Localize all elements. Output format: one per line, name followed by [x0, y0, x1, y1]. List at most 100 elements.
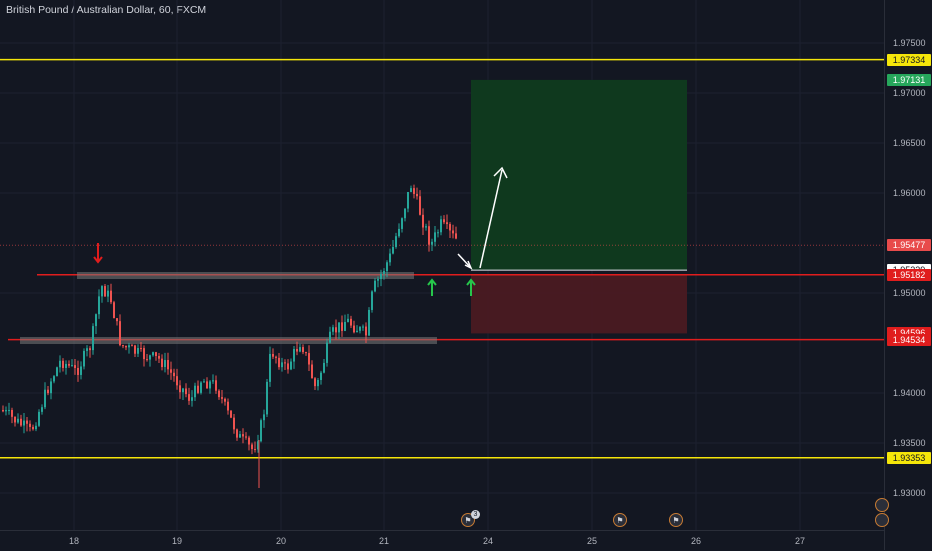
candle-body: [248, 437, 250, 445]
candle-body: [167, 360, 169, 370]
price-axis[interactable]: 1.97500 1.97000 1.96500 1.96000 1.95000 1.940…: [875, 0, 932, 550]
candle-body: [32, 426, 34, 430]
candle-body: [95, 314, 97, 327]
candle-body: [335, 327, 337, 333]
candle-body: [284, 362, 286, 364]
price-tick-label: 1.95000: [893, 288, 926, 298]
time-tick-label: 24: [482, 536, 494, 546]
candle-body: [182, 388, 184, 393]
candle-body: [314, 378, 316, 387]
chart-area[interactable]: British Pound / Australian Dollar, 60, F…: [0, 0, 884, 530]
candle-body: [194, 385, 196, 398]
profit-target-zone: [471, 79, 687, 271]
candle-body: [257, 441, 259, 450]
candle-body: [122, 345, 124, 347]
price-badge: 1.95182: [887, 268, 931, 281]
candle-body: [98, 296, 100, 315]
chart-title: British Pound / Australian Dollar, 60, F…: [6, 4, 207, 16]
candle-body: [347, 318, 349, 322]
candle-body: [359, 326, 361, 331]
candle-body: [440, 219, 442, 233]
time-tick-label: 26: [690, 536, 702, 546]
resistance-band: [77, 272, 414, 279]
candle-body: [50, 381, 52, 394]
candle-body: [452, 230, 454, 234]
event-count-badge: 3: [471, 510, 480, 519]
candle-body: [113, 302, 115, 319]
candle-body: [11, 409, 13, 417]
candle-body: [302, 347, 304, 353]
price-tick-label: 1.94000: [893, 388, 926, 398]
candle-body: [428, 226, 430, 245]
candle-body: [299, 347, 301, 352]
down-arrow-icon-head: [93, 256, 103, 264]
economic-event-icon[interactable]: [875, 513, 889, 527]
candle-body: [137, 348, 139, 354]
time-tick-label: 27: [794, 536, 806, 546]
candle-body: [215, 380, 217, 391]
price-tick-label: 1.93000: [893, 488, 926, 498]
candle-body: [191, 397, 193, 401]
candle-body: [323, 362, 325, 373]
candle-body: [239, 434, 241, 438]
time-tick-label: 21: [378, 536, 390, 546]
economic-event-flag-icon[interactable]: ⚑: [613, 513, 627, 527]
candle-body: [311, 364, 313, 379]
candle-body: [170, 369, 172, 373]
candle-body: [86, 348, 88, 351]
candle-body: [143, 348, 145, 360]
candle-body: [416, 193, 418, 197]
price-tick-label: 1.97000: [893, 88, 926, 98]
candle-body: [2, 410, 4, 412]
candle-body: [44, 389, 46, 408]
price-chart[interactable]: [0, 0, 884, 530]
time-tick-label: 19: [171, 536, 183, 546]
support-band: [20, 337, 437, 344]
candle-body: [260, 420, 262, 442]
candle-body: [146, 359, 148, 361]
candle-body: [125, 345, 127, 348]
candle-body: [227, 401, 229, 411]
candle-body: [410, 188, 412, 192]
candle-body: [134, 345, 136, 354]
up-arrow-icon-head: [427, 278, 437, 286]
price-badge: 1.94534: [887, 333, 931, 346]
candle-body: [140, 348, 142, 350]
candle-body: [338, 322, 340, 333]
candle-body: [107, 290, 109, 297]
candle-body: [242, 434, 244, 437]
candle-body: [14, 416, 16, 423]
candle-body: [236, 429, 238, 438]
price-tick-label: 1.96000: [893, 188, 926, 198]
price-badge: 1.97334: [887, 53, 931, 66]
candle-body: [368, 309, 370, 336]
candle-body: [203, 381, 205, 383]
time-axis[interactable]: 18 19 20 21 24 25 26 27: [0, 530, 884, 551]
candle-body: [29, 423, 31, 427]
candle-body: [371, 291, 373, 310]
candle-body: [398, 228, 400, 237]
candle-body: [158, 356, 160, 359]
economic-event-icon[interactable]: [875, 498, 889, 512]
candle-body: [350, 318, 352, 326]
candle-body: [104, 286, 106, 297]
candle-body: [155, 352, 157, 357]
candle-body: [386, 262, 388, 272]
candle-body: [38, 411, 40, 426]
economic-event-flag-icon[interactable]: ⚑: [669, 513, 683, 527]
candle-body: [446, 222, 448, 225]
candle-body: [278, 357, 280, 368]
candle-body: [116, 318, 118, 322]
candle-body: [71, 365, 73, 367]
candle-body: [23, 420, 25, 426]
candle-body: [254, 449, 256, 451]
candle-body: [83, 350, 85, 367]
candle-body: [173, 372, 175, 377]
candle-body: [200, 382, 202, 393]
projection-arrow-down: [457, 253, 472, 269]
candle-body: [209, 381, 211, 389]
candle-body: [365, 326, 367, 336]
candle-body: [188, 394, 190, 401]
candle-body: [425, 226, 427, 228]
candle-body: [176, 376, 178, 386]
